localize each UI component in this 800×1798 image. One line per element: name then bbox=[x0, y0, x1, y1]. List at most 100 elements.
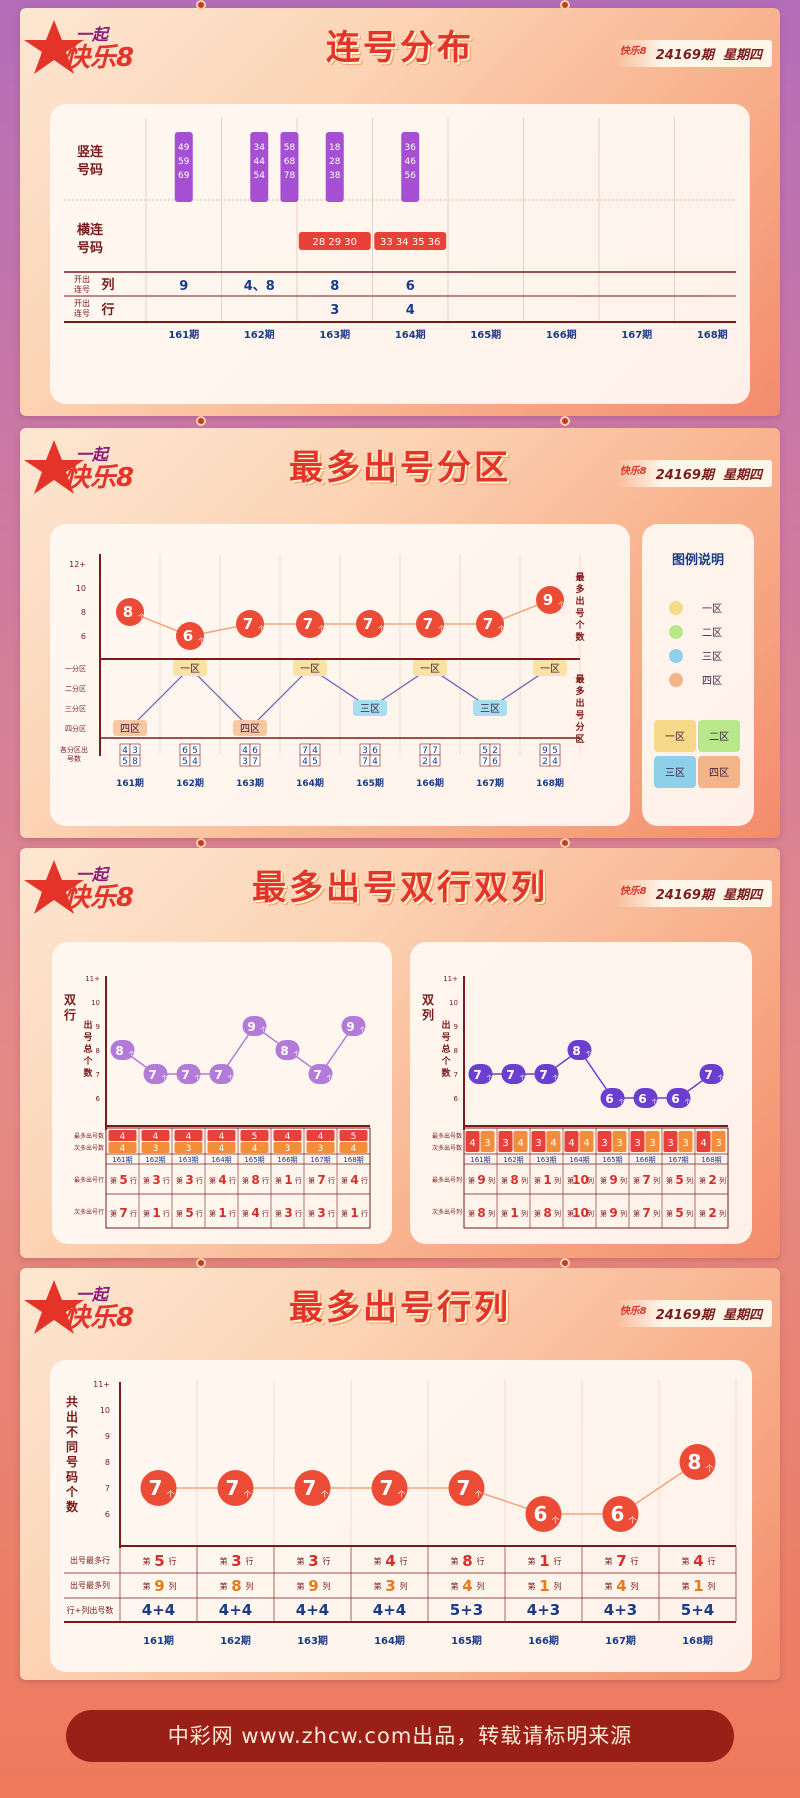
suffix: 行 bbox=[295, 1176, 302, 1185]
col-count-value: 6 bbox=[406, 279, 415, 294]
second-count: 4 bbox=[120, 1144, 126, 1154]
unit-label: 个 bbox=[498, 625, 505, 633]
second-count-badge bbox=[174, 1142, 203, 1153]
suffix: 行 bbox=[229, 1209, 236, 1218]
unit-label: 个 bbox=[318, 625, 325, 633]
suffix: 列 bbox=[686, 1176, 693, 1185]
legend-tile-label: 一区 bbox=[665, 731, 685, 743]
suffix: 行 bbox=[361, 1209, 368, 1218]
zone-count-value: 9 bbox=[543, 591, 553, 609]
y-axis-title-sub: 个 bbox=[82, 1055, 93, 1067]
second-count: 3 bbox=[285, 1144, 291, 1154]
zone-count-cell-value: 7 bbox=[482, 757, 488, 767]
zone-count-cell-value: 5 bbox=[192, 746, 198, 756]
series-marker bbox=[176, 1064, 201, 1084]
legend-tile bbox=[654, 756, 696, 788]
zone-count-cell-value: 5 bbox=[552, 746, 558, 756]
zone-count-cell bbox=[249, 754, 261, 767]
period-label: 164期 bbox=[395, 328, 426, 341]
second-count-badge bbox=[240, 1142, 269, 1153]
series-marker bbox=[448, 1470, 485, 1506]
period-label: 162期 bbox=[244, 328, 275, 341]
suffix: 列 bbox=[708, 1581, 716, 1591]
zone-count-cell-value: 4 bbox=[432, 757, 438, 767]
rowcol-sum: 4+3 bbox=[527, 1601, 560, 1619]
zone-count-marker bbox=[356, 610, 384, 638]
y-tick: 11+ bbox=[85, 975, 100, 983]
series-value: 7 bbox=[226, 1476, 240, 1500]
zone-count-cell-value: 4 bbox=[552, 757, 558, 767]
count-value: 4 bbox=[469, 1138, 475, 1149]
count-badge bbox=[663, 1131, 678, 1152]
series-value: 8 bbox=[115, 1044, 123, 1058]
legend-tile bbox=[698, 720, 740, 752]
period-label: 167期 bbox=[605, 1634, 636, 1647]
suffix: 行 bbox=[130, 1209, 137, 1218]
prefix: 第 bbox=[666, 1209, 673, 1218]
legend-item: 二区 bbox=[702, 627, 722, 639]
series-value: 7 bbox=[457, 1476, 471, 1500]
panel-double: 一起 快乐8 最多出号双行双列 快乐8 24169期 星期四 11+ 10 9 8 7 6 双行… bbox=[20, 848, 780, 1258]
zone-count-marker bbox=[476, 610, 504, 638]
period-label: 165期 bbox=[451, 1634, 482, 1647]
svg-text:快乐8: 快乐8 bbox=[64, 883, 134, 913]
label-vertical: 竖连 bbox=[77, 144, 104, 160]
prefix: 第 bbox=[143, 1556, 151, 1566]
zone-name-badge bbox=[293, 660, 327, 676]
label-vertical: 号码 bbox=[77, 163, 103, 178]
series-value: 7 bbox=[214, 1068, 222, 1082]
panel-zone: 一起 快乐8 最多出号分区 快乐8 24169期 星期四 12+ 10 8 6 8 个 6 个 7 个… bbox=[20, 428, 780, 838]
legend-title: 图例说明 bbox=[672, 552, 724, 568]
table-label: 次多出号数 bbox=[74, 1144, 104, 1152]
consecutive-card: 竖连 号码 横连 号码 开出 连号列开出 连号行 49 59 69 34 44 54 58 68 78 18 28… bbox=[50, 104, 751, 404]
rowcol-sum: 4+4 bbox=[219, 1601, 252, 1619]
y-axis-title: 号 bbox=[575, 608, 584, 619]
y-axis-title-sub: 数 bbox=[83, 1067, 93, 1079]
zone-count-marker bbox=[236, 610, 264, 638]
y-tick: 8 bbox=[96, 1047, 100, 1055]
y-tick: 9 bbox=[454, 1023, 458, 1031]
period-label: 166期 bbox=[528, 1634, 559, 1647]
series-marker bbox=[341, 1016, 366, 1036]
series-marker bbox=[501, 1064, 526, 1084]
suffix: 列 bbox=[323, 1581, 331, 1591]
suffix: 列 bbox=[521, 1176, 528, 1185]
table-label: 次多出号行 bbox=[74, 1208, 104, 1216]
second-count-badge bbox=[306, 1142, 335, 1153]
unit-label: 个 bbox=[294, 1051, 300, 1058]
zone-axis-label: 二分区 bbox=[65, 684, 86, 693]
prefix: 第 bbox=[699, 1176, 706, 1185]
series-value: 9 bbox=[247, 1020, 255, 1034]
ordinal-value: 5 bbox=[185, 1206, 193, 1220]
zone-name-value: 四区 bbox=[240, 723, 260, 735]
count-badge bbox=[513, 1131, 528, 1152]
most-count-badge bbox=[141, 1130, 170, 1141]
zone-count-cell bbox=[129, 754, 141, 767]
period-label: 166期 bbox=[546, 328, 577, 341]
suffix: 行 bbox=[163, 1176, 170, 1185]
zone-count-value: 7 bbox=[423, 615, 433, 633]
prefix: 第 bbox=[374, 1556, 382, 1566]
period-label: 165期 bbox=[602, 1156, 622, 1164]
y-axis-title-2: 出 bbox=[575, 697, 584, 709]
prefix: 第 bbox=[143, 1209, 150, 1218]
count-value: 4 bbox=[550, 1138, 556, 1149]
suffix: 列 bbox=[653, 1209, 660, 1218]
ordinal-value: 1 bbox=[218, 1206, 226, 1220]
most-count-badge bbox=[273, 1130, 302, 1141]
zone-count-cell-value: 7 bbox=[432, 746, 438, 756]
zone-count-cell-value: 5 bbox=[312, 757, 318, 767]
suffix: 行 bbox=[262, 1209, 269, 1218]
svg-text:快乐8: 快乐8 bbox=[64, 1303, 134, 1333]
vertical-number: 46 bbox=[405, 157, 417, 167]
row-max-value: 4 bbox=[385, 1552, 395, 1570]
rowcol-card: 11+ 10 9 8 7 6 共出不同号码个数 7 个 7 个 7 个 7 个 7 个 6 个 6 个 8 个出号最多行 出号… bbox=[50, 1360, 752, 1672]
count-badge bbox=[630, 1131, 645, 1152]
zone-count-marker bbox=[416, 610, 444, 638]
y-axis-title: 共 bbox=[66, 1394, 78, 1409]
issue-number: 24169期 bbox=[655, 48, 714, 63]
table-label: 最多出号列 bbox=[432, 1176, 462, 1184]
label-col-count: 开出 bbox=[74, 274, 90, 284]
zone-count-cell bbox=[549, 754, 561, 767]
footer-credit: 中彩网 www.zhcw.com出品，转载请标明来源 bbox=[66, 1710, 734, 1762]
